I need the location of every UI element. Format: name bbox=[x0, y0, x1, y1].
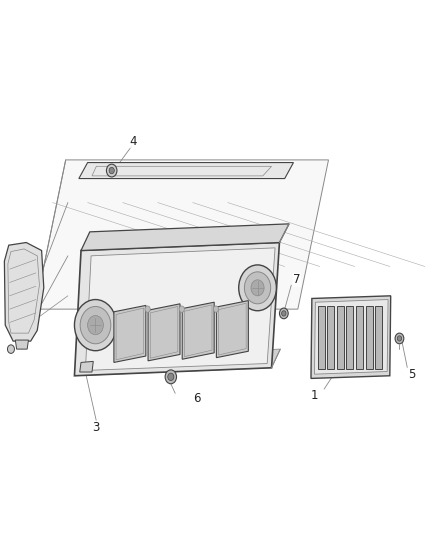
Circle shape bbox=[88, 316, 103, 335]
Text: 3: 3 bbox=[92, 421, 99, 434]
Polygon shape bbox=[327, 306, 334, 369]
Polygon shape bbox=[346, 306, 353, 369]
Polygon shape bbox=[311, 296, 391, 378]
Polygon shape bbox=[74, 349, 280, 376]
Polygon shape bbox=[35, 160, 329, 309]
Text: 6: 6 bbox=[193, 392, 201, 405]
Polygon shape bbox=[148, 304, 180, 361]
Circle shape bbox=[251, 280, 264, 296]
Circle shape bbox=[213, 306, 219, 312]
Circle shape bbox=[282, 311, 286, 316]
Polygon shape bbox=[182, 302, 214, 359]
Circle shape bbox=[74, 300, 117, 351]
Circle shape bbox=[145, 306, 150, 312]
Polygon shape bbox=[81, 224, 289, 251]
Circle shape bbox=[165, 370, 177, 384]
Polygon shape bbox=[318, 306, 325, 369]
Circle shape bbox=[7, 345, 14, 353]
Circle shape bbox=[106, 164, 117, 177]
Polygon shape bbox=[79, 163, 293, 179]
Circle shape bbox=[80, 306, 111, 344]
Polygon shape bbox=[314, 300, 388, 374]
Circle shape bbox=[244, 272, 271, 304]
Circle shape bbox=[239, 265, 276, 311]
Circle shape bbox=[168, 373, 174, 381]
Polygon shape bbox=[15, 340, 28, 349]
Polygon shape bbox=[216, 301, 248, 358]
Text: 7: 7 bbox=[293, 273, 301, 286]
Polygon shape bbox=[366, 306, 373, 369]
Polygon shape bbox=[74, 243, 279, 376]
Polygon shape bbox=[80, 361, 93, 372]
Circle shape bbox=[279, 308, 288, 319]
Polygon shape bbox=[114, 305, 146, 362]
Polygon shape bbox=[337, 306, 344, 369]
Circle shape bbox=[395, 333, 404, 344]
Text: 1: 1 bbox=[311, 389, 318, 402]
Text: 5: 5 bbox=[408, 368, 415, 381]
Circle shape bbox=[397, 336, 402, 341]
Polygon shape bbox=[356, 306, 363, 369]
Circle shape bbox=[179, 306, 184, 312]
Text: 4: 4 bbox=[130, 135, 138, 148]
Circle shape bbox=[109, 167, 114, 174]
Polygon shape bbox=[375, 306, 382, 369]
Polygon shape bbox=[4, 243, 44, 341]
Polygon shape bbox=[85, 248, 275, 370]
